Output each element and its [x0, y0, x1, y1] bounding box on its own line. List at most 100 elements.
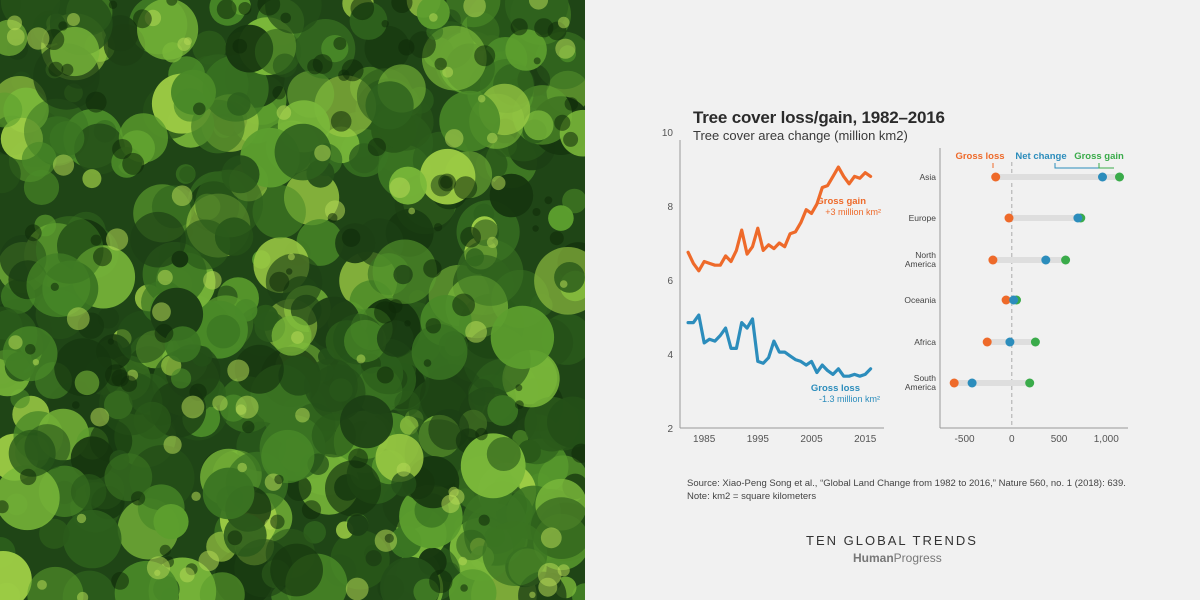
gross-loss-line: [686, 313, 873, 378]
tree-crown: [287, 253, 295, 261]
x-tick-label: 2015: [854, 434, 877, 445]
tree-crown: [291, 331, 304, 344]
chart-title: Tree cover loss/gain, 1982–2016: [693, 108, 945, 127]
tree-crown: [181, 395, 205, 419]
gross-loss-dot: [949, 378, 959, 388]
category-label: North America: [905, 250, 936, 269]
tree-crown: [159, 544, 171, 556]
net-change-dot: [1041, 255, 1051, 265]
tree-crown: [122, 152, 145, 175]
category-label-line: North: [915, 250, 936, 260]
net-change-dot: [1073, 213, 1083, 223]
tree-crown: [478, 514, 490, 526]
tree-crown: [274, 123, 332, 181]
y-tick-label: 6: [667, 276, 673, 287]
tree-crown: [272, 86, 286, 100]
gross-loss-label: Gross loss-1.3 million km²: [811, 383, 880, 404]
gross-gain-line: [686, 165, 873, 273]
tree-crown: [348, 448, 368, 469]
tree-crown: [203, 271, 222, 290]
tree-crown: [515, 400, 524, 409]
category-label: Asia: [919, 172, 936, 182]
tree-crown: [365, 81, 414, 130]
tree-crown: [454, 176, 478, 200]
dot-x-tick-label: 500: [1051, 434, 1068, 445]
tree-crown: [107, 338, 114, 345]
tree-crown: [0, 154, 21, 194]
tree-crown: [58, 21, 68, 31]
tree-crown: [555, 38, 576, 59]
net-change-dot: [1005, 337, 1015, 347]
tree-crown: [388, 299, 403, 314]
tree-crown: [510, 18, 528, 36]
tree-crown: [477, 94, 486, 103]
tree-crown: [408, 207, 416, 215]
tree-crown: [571, 443, 585, 463]
tree-crown: [460, 226, 481, 248]
x-tick-label: 1985: [693, 434, 716, 445]
tree-crown: [106, 228, 129, 251]
source-note: Source: Xiao-Peng Song et al., “Global L…: [687, 477, 1126, 503]
tree-crown: [131, 491, 146, 506]
tree-crown: [532, 208, 541, 216]
tree-crown: [70, 474, 107, 510]
dot-legend: Gross loss Net change Gross gain: [955, 151, 1124, 169]
tree-crown: [444, 129, 464, 148]
category-label-line: America: [905, 382, 936, 392]
x-tick-label: 2005: [800, 434, 823, 445]
legend-gross-loss: Gross loss: [955, 151, 1004, 162]
tree-crown: [85, 91, 107, 113]
tree-crown: [564, 97, 578, 111]
source-line: Source: Xiao-Peng Song et al., “Global L…: [687, 478, 1126, 489]
tree-crown: [474, 45, 496, 67]
tree-crown: [460, 584, 468, 592]
gross-gain-dot: [1025, 378, 1035, 388]
tree-crown: [381, 20, 389, 28]
tree-crown: [242, 420, 255, 434]
category-label-line: South: [914, 373, 936, 383]
brand-logo-regular: Progress: [893, 551, 942, 565]
tree-crown: [544, 196, 553, 205]
tree-crown: [49, 120, 85, 156]
tree-crown: [429, 569, 453, 594]
tree-crown: [557, 564, 570, 577]
x-tick-label: 1995: [747, 434, 770, 445]
tree-crown: [295, 407, 310, 423]
tree-crown: [70, 436, 115, 480]
tree-crown: [389, 177, 411, 198]
tree-crown: [90, 234, 102, 246]
tree-crown: [234, 299, 258, 322]
tree-crown: [458, 556, 468, 566]
tree-crown: [538, 577, 558, 597]
tree-crown: [448, 486, 459, 498]
tree-crown: [76, 513, 87, 524]
tree-crown: [67, 13, 80, 26]
tree-crown: [314, 144, 331, 162]
tree-crown: [350, 0, 375, 21]
tree-crown: [82, 169, 102, 189]
chart-panel: [585, 0, 1200, 600]
tree-crown: [487, 132, 498, 144]
category-label: South America: [905, 373, 936, 392]
tree-crown: [232, 38, 248, 54]
tree-crown: [24, 224, 42, 242]
tree-crown: [533, 57, 541, 65]
tree-crown: [157, 269, 173, 286]
tree-crown: [423, 259, 442, 278]
tree-crown: [206, 314, 241, 349]
tree-crown: [32, 359, 40, 366]
tree-crown: [37, 580, 47, 590]
tree-crown: [341, 228, 361, 247]
tree-crown: [199, 572, 245, 600]
tree-crown: [198, 550, 220, 572]
tree-crown: [195, 169, 263, 238]
net-change-dot: [967, 378, 977, 388]
tree-crown: [154, 323, 174, 343]
gross-gain-label: Gross gain+3 million km²: [816, 196, 881, 217]
net-change-dot: [1009, 295, 1019, 305]
tree-crown: [93, 247, 112, 267]
brand-logo-bold: Human: [853, 551, 894, 565]
brand-logo: HumanProgress: [853, 551, 942, 565]
tree-crown: [398, 39, 415, 56]
tree-crown: [548, 205, 574, 231]
